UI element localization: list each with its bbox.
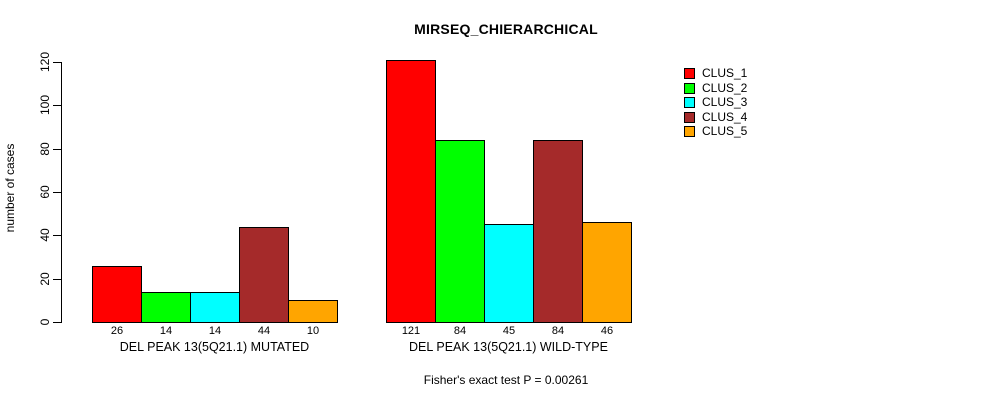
legend-label: CLUS_1 (702, 66, 748, 80)
y-tick-mark (53, 149, 61, 150)
bar-value-label: 14 (208, 325, 222, 337)
legend-swatch-clus_4 (684, 112, 695, 123)
legend-label: CLUS_3 (702, 95, 748, 109)
legend-swatch-clus_2 (684, 83, 695, 94)
legend-item-clus_2: CLUS_2 (684, 82, 747, 95)
legend-swatch-clus_5 (684, 126, 695, 137)
bar-value-label: 84 (551, 325, 565, 337)
y-tick-mark (53, 322, 61, 323)
y-tick-mark (53, 62, 61, 63)
bar-clus_1-group2 (386, 60, 436, 323)
legend-swatch-clus_3 (684, 97, 695, 108)
legend-label: CLUS_2 (702, 81, 748, 95)
legend-label: CLUS_4 (702, 110, 748, 124)
chart-title: MIRSEQ_CHIERARCHICAL (414, 21, 598, 37)
bar-value-label: 26 (110, 325, 124, 337)
y-axis-line (61, 62, 62, 323)
bar-value-label: 14 (159, 325, 173, 337)
y-tick-mark (53, 192, 61, 193)
y-tick-label: 40 (38, 228, 52, 242)
y-tick-label: 120 (38, 51, 52, 73)
bar-clus_3-group1 (190, 292, 240, 323)
x-group-label: DEL PEAK 13(5Q21.1) MUTATED (119, 340, 310, 354)
y-axis-label: number of cases (3, 143, 17, 233)
bar-value-label: 44 (257, 325, 271, 337)
bar-clus_4-group2 (533, 140, 583, 323)
y-tick-label: 60 (38, 185, 52, 199)
bar-clus_2-group2 (435, 140, 485, 323)
bar-clus_1-group1 (92, 266, 142, 323)
y-tick-label: 100 (38, 94, 52, 116)
legend-item-clus_1: CLUS_1 (684, 67, 747, 80)
y-tick-label: 80 (38, 142, 52, 156)
y-tick-mark (53, 105, 61, 106)
bar-clus_5-group1 (288, 300, 338, 323)
fisher-test-annotation: Fisher's exact test P = 0.00261 (423, 373, 589, 387)
legend-item-clus_4: CLUS_4 (684, 111, 747, 124)
y-tick-mark (53, 235, 61, 236)
legend-swatch-clus_1 (684, 68, 695, 79)
legend-label: CLUS_5 (702, 124, 748, 138)
bar-clus_2-group1 (141, 292, 191, 323)
bar-value-label: 121 (401, 325, 421, 337)
legend-item-clus_3: CLUS_3 (684, 96, 747, 109)
y-tick-label: 0 (38, 318, 52, 326)
bar-value-label: 45 (502, 325, 516, 337)
x-group-label: DEL PEAK 13(5Q21.1) WILD-TYPE (409, 340, 608, 354)
bar-clus_3-group2 (484, 224, 534, 323)
y-tick-mark (53, 279, 61, 280)
bar-value-label: 84 (453, 325, 467, 337)
y-tick-label: 20 (38, 272, 52, 286)
bar-clus_4-group1 (239, 227, 289, 323)
bar-value-label: 46 (600, 325, 614, 337)
legend-item-clus_5: CLUS_5 (684, 125, 747, 138)
bar-clus_5-group2 (582, 222, 632, 323)
bar-value-label: 10 (306, 325, 320, 337)
